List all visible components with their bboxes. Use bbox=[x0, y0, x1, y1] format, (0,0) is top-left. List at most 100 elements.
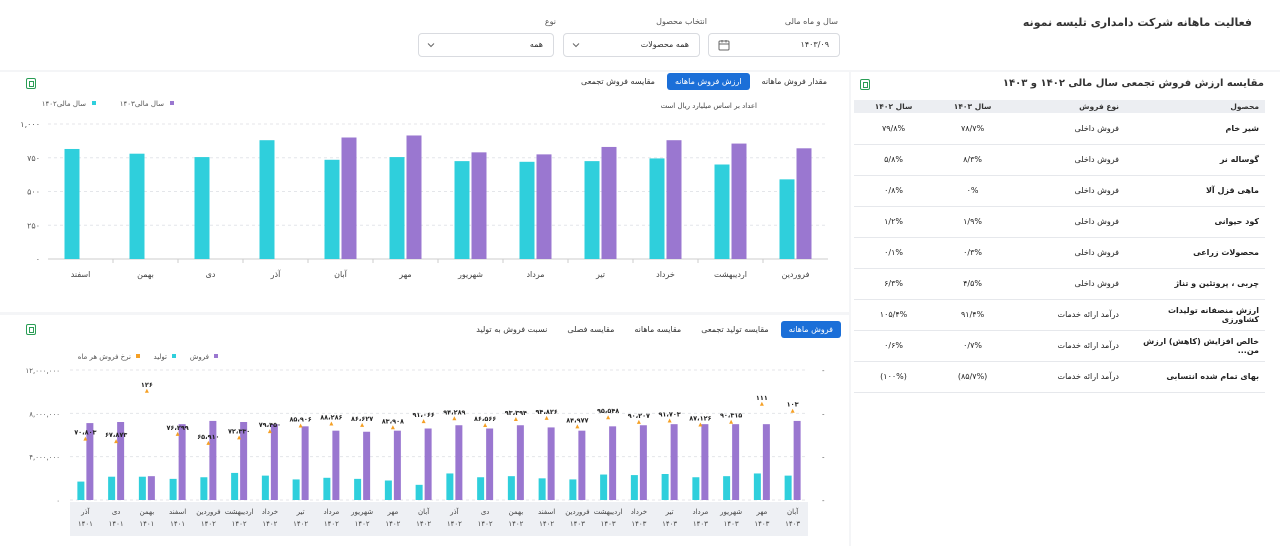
rate-data-label: ۹۴،۸۲۶ bbox=[535, 408, 557, 416]
bar-1402 bbox=[714, 164, 730, 259]
rate-data-label: ۹۱،۷۰۳ bbox=[658, 411, 680, 419]
bar-production bbox=[292, 479, 300, 500]
x-tick-month: بهمن bbox=[509, 508, 524, 516]
col-header-product[interactable]: محصول bbox=[1125, 100, 1265, 113]
x-tick-year: ۱۴۰۳ bbox=[785, 520, 800, 528]
rate-marker bbox=[483, 422, 488, 427]
bar-production bbox=[261, 475, 269, 500]
rate-marker bbox=[360, 422, 365, 427]
legend-swatch-1402 bbox=[92, 101, 96, 105]
col-header-1403[interactable]: سال ۱۴۰۳ bbox=[933, 100, 1013, 113]
x-tick-year: ۱۴۰۲ bbox=[539, 520, 554, 528]
y-tick-label: ۴,۰۰۰,۰۰۰ bbox=[29, 454, 60, 462]
table-row[interactable]: ارزش منصفانه تولیدات کشاورزی درآمد ارائه … bbox=[854, 299, 1265, 331]
x-tick-label: آبان bbox=[334, 269, 348, 279]
tab-monthly-sales[interactable]: فروش ماهانه bbox=[780, 321, 841, 338]
x-tick-label: شهریور bbox=[457, 270, 483, 279]
bar-sales bbox=[578, 430, 586, 500]
x-tick-year: ۱۴۰۳ bbox=[693, 520, 708, 528]
x-tick-month: فروردین bbox=[565, 508, 589, 516]
table-row[interactable]: بهای تمام شده انتسابی درآمد ارائه خدمات (۸… bbox=[854, 361, 1265, 393]
x-tick-year: ۱۴۰۲ bbox=[262, 520, 277, 528]
table-header-row: محصول نوع فروش سال ۱۴۰۳ سال ۱۴۰۲ bbox=[854, 100, 1265, 113]
tab-cumulative-comparison[interactable]: مقایسه فروش تجمعی bbox=[581, 77, 655, 86]
rate-data-label: ۹۱،۰۶۶ bbox=[412, 411, 434, 419]
year-month-picker[interactable]: ۱۴۰۳/۰۹ bbox=[708, 33, 840, 57]
bar-sales bbox=[240, 422, 248, 500]
tab-monthly-value[interactable]: ارزش فروش ماهانه bbox=[666, 73, 750, 90]
x-tick-year: ۱۴۰۲ bbox=[201, 520, 216, 528]
cell-1403: ۹۱/۴% bbox=[933, 299, 1013, 331]
legend-label-sales: فروش bbox=[190, 353, 209, 361]
x-tick-month: مهر bbox=[755, 508, 767, 516]
bar-sales bbox=[732, 424, 740, 500]
bar-sales bbox=[793, 420, 801, 500]
calendar-icon[interactable] bbox=[718, 39, 730, 51]
tab-monthly-quantity[interactable]: مقدار فروش ماهانه bbox=[761, 77, 827, 86]
tab-cumulative-production[interactable]: مقایسه تولید تجمعی bbox=[701, 325, 769, 334]
rate-marker bbox=[206, 440, 211, 445]
bar-1402 bbox=[324, 159, 340, 259]
table-row[interactable]: گوساله نر فروش داخلی ۸/۳% ۵/۸% bbox=[854, 144, 1265, 176]
col-header-1402[interactable]: سال ۱۴۰۲ bbox=[854, 100, 934, 113]
rate-data-label: ۸۸،۲۸۶ bbox=[320, 413, 342, 421]
table-row[interactable]: شیر خام فروش داخلی ۷۸/۷% ۷۹/۸% bbox=[854, 113, 1265, 145]
x-tick-label: خرداد bbox=[656, 270, 675, 279]
table-row[interactable]: ماهی قزل آلا فروش داخلی ۰% ۰/۸% bbox=[854, 175, 1265, 207]
product-select[interactable]: همه محصولات bbox=[563, 33, 700, 57]
bar-1403 bbox=[796, 148, 812, 259]
rate-marker bbox=[452, 416, 457, 421]
cell-1403: ۱/۹% bbox=[933, 206, 1013, 238]
bar-sales bbox=[762, 424, 770, 500]
col-header-sale-type[interactable]: نوع فروش bbox=[1012, 100, 1125, 113]
cell-1403: ۸/۳% bbox=[933, 144, 1013, 176]
bar-1402 bbox=[649, 158, 665, 259]
rate-marker bbox=[175, 431, 180, 436]
excel-export-icon[interactable] bbox=[860, 79, 870, 90]
type-select[interactable]: همه bbox=[418, 33, 554, 57]
cell-1402: ۵/۸% bbox=[854, 144, 934, 176]
rate-marker bbox=[144, 388, 149, 393]
cell-product: ارزش منصفانه تولیدات کشاورزی bbox=[1125, 299, 1265, 331]
x-tick-month: مهر bbox=[386, 508, 398, 516]
rate-data-label: ۶۵،۹۱۰ bbox=[197, 433, 219, 441]
tab-monthly-comparison[interactable]: مقایسه ماهانه bbox=[634, 325, 682, 334]
x-tick-month: دی bbox=[112, 508, 121, 516]
rate-marker bbox=[390, 425, 395, 430]
excel-export-icon[interactable] bbox=[26, 78, 36, 89]
table-row[interactable]: کود حیوانی فروش داخلی ۱/۹% ۱/۲% bbox=[854, 206, 1265, 238]
y2-tick-label: - bbox=[822, 410, 825, 418]
y2-tick-label: - bbox=[822, 454, 825, 462]
bar-production bbox=[231, 472, 239, 500]
x-tick-year: ۱۴۰۲ bbox=[385, 520, 400, 528]
legend-label-1403: سال مالی۱۴۰۳ bbox=[120, 100, 164, 108]
x-tick-month: بهمن bbox=[140, 508, 155, 516]
y-tick-label: ۷۵۰ bbox=[27, 154, 40, 163]
table-row[interactable]: چربی ، پروتئین و تناژ فروش داخلی ۴/۵% ۶/۳% bbox=[854, 268, 1265, 300]
bar-production bbox=[200, 477, 208, 500]
cell-1403: (۸۵/۷%) bbox=[933, 361, 1013, 393]
monthly-sales-chart-panel: فروش ماهانه مقایسه تولید تجمعی مقایسه ما… bbox=[0, 315, 849, 546]
legend-swatch-sales bbox=[214, 354, 218, 358]
cell-1403: ۰/۳% bbox=[933, 237, 1013, 269]
tab-seasonal-comparison[interactable]: مقایسه فصلی bbox=[567, 325, 615, 334]
bar-production bbox=[323, 477, 331, 500]
x-tick-month: تیر bbox=[665, 508, 674, 516]
x-tick-month: فروردین bbox=[196, 508, 220, 516]
bar-1403 bbox=[601, 146, 617, 259]
bar-production bbox=[415, 484, 423, 500]
table-row[interactable]: محصولات زراعی فروش داخلی ۰/۳% ۰/۱% bbox=[854, 237, 1265, 269]
year-month-label: سال و ماه مالی bbox=[784, 17, 838, 26]
tab-sales-production-ratio[interactable]: نسبت فروش به تولید bbox=[476, 325, 548, 334]
bar-sales bbox=[547, 427, 555, 500]
type-value: همه bbox=[529, 40, 543, 49]
table-row[interactable]: خالص افزایش (کاهش) ارزش من... درآمد ارائه… bbox=[854, 330, 1265, 362]
x-tick-month: آبان bbox=[787, 507, 799, 516]
monthly-value-chart-panel: مقدار فروش ماهانه ارزش فروش ماهانه مقایس… bbox=[0, 72, 849, 312]
bar-sales bbox=[147, 476, 155, 500]
bar-1403 bbox=[536, 154, 552, 259]
x-tick-year: ۱۴۰۲ bbox=[508, 520, 523, 528]
x-tick-year: ۱۴۰۳ bbox=[570, 520, 585, 528]
excel-export-icon[interactable] bbox=[26, 324, 36, 335]
bar-sales bbox=[609, 426, 617, 500]
